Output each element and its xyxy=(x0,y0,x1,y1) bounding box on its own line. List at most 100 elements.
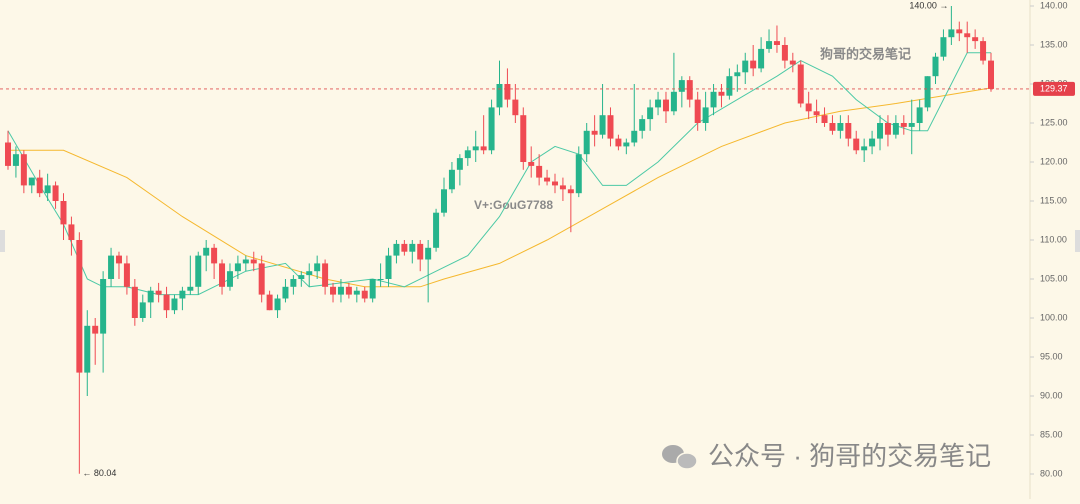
side-tab xyxy=(0,230,5,252)
low-label: ← 80.04 xyxy=(82,468,116,478)
watermark: 公众号 · 狗哥的交易笔记 xyxy=(708,441,991,471)
candle-body xyxy=(758,48,765,69)
candle-body xyxy=(377,279,384,280)
candle-body xyxy=(330,286,337,295)
y-tick-label: 85.00 xyxy=(1040,429,1063,439)
candle-body xyxy=(940,37,947,57)
candle-body xyxy=(781,45,788,61)
candle-body xyxy=(84,325,91,373)
candle-body xyxy=(282,286,289,299)
candle-body xyxy=(155,290,162,295)
candle-body xyxy=(607,115,614,139)
candle-body xyxy=(401,243,408,252)
candle-body xyxy=(980,41,987,61)
candle-body xyxy=(234,263,241,272)
candle-body xyxy=(369,279,376,299)
candle-body xyxy=(361,290,368,299)
candle-body xyxy=(551,181,558,186)
candle-body xyxy=(544,177,551,182)
candle-body xyxy=(345,286,352,295)
candle-body xyxy=(702,107,709,123)
candle-body xyxy=(250,259,257,264)
candle-body xyxy=(972,37,979,42)
candle-body xyxy=(306,271,313,276)
candle-body xyxy=(845,123,852,139)
candle-body xyxy=(536,165,543,178)
candle-body xyxy=(108,255,115,279)
candle-body xyxy=(5,142,11,166)
candle-body xyxy=(789,60,796,65)
candle-body xyxy=(861,146,868,151)
candle-body xyxy=(924,76,931,108)
y-tick-label: 140.00 xyxy=(1040,0,1068,10)
candle-body xyxy=(242,259,249,264)
candle-body xyxy=(821,115,828,123)
candle-body xyxy=(131,286,138,318)
candle-body xyxy=(258,263,265,295)
candle-body xyxy=(892,123,899,135)
candle-body xyxy=(932,56,939,77)
price-tag-label: 129.37 xyxy=(1040,83,1068,93)
y-tick-label: 125.00 xyxy=(1040,117,1068,127)
candle-body xyxy=(988,60,994,89)
annotation: 狗哥的交易笔记 xyxy=(820,46,911,61)
candle-body xyxy=(219,263,226,287)
candle-body xyxy=(742,60,749,73)
candle-body xyxy=(797,64,804,104)
candle-body xyxy=(211,247,218,264)
candle-body xyxy=(353,290,360,295)
candle-body xyxy=(44,185,51,194)
wechat-icon xyxy=(662,445,698,470)
y-tick-label: 110.00 xyxy=(1040,234,1067,244)
candle-body xyxy=(76,240,83,373)
candle-body xyxy=(488,107,495,151)
y-tick-label: 115.00 xyxy=(1040,195,1067,205)
candle-body xyxy=(623,142,630,147)
candle-body xyxy=(916,107,923,123)
ma-line xyxy=(8,87,992,288)
candle-body xyxy=(900,123,907,127)
candle-body xyxy=(163,294,170,311)
candle-body xyxy=(615,138,622,147)
y-tick-label: 105.00 xyxy=(1040,273,1068,283)
candle-body xyxy=(655,99,662,108)
candle-body xyxy=(417,243,424,260)
candle-body xyxy=(750,60,757,69)
price-tag xyxy=(1033,81,1075,96)
candle-body xyxy=(187,286,194,291)
candle-body xyxy=(964,33,971,38)
candle-body xyxy=(528,162,535,166)
candle-body xyxy=(837,123,844,131)
candle-body xyxy=(195,255,202,287)
candle-body xyxy=(678,80,685,92)
y-tick-label: 120.00 xyxy=(1040,156,1068,166)
candle-body xyxy=(123,263,130,287)
candle-body xyxy=(92,325,99,334)
candle-body xyxy=(472,146,479,151)
candle-body xyxy=(591,130,598,135)
candle-body xyxy=(226,271,233,287)
candle-body xyxy=(298,275,305,279)
candle-body xyxy=(670,91,677,112)
candle-body xyxy=(456,158,463,170)
y-tick-label: 100.00 xyxy=(1040,312,1068,322)
candle-body xyxy=(948,29,955,38)
candle-body xyxy=(694,99,701,123)
candle-body xyxy=(12,154,19,166)
candle-body xyxy=(877,123,884,139)
side-tab xyxy=(1075,230,1080,252)
candle-body xyxy=(115,255,122,264)
candle-body xyxy=(575,154,582,194)
candle-body xyxy=(433,212,440,248)
candle-body xyxy=(139,302,146,318)
candle-body xyxy=(36,177,43,194)
candle-body xyxy=(686,80,693,100)
candle-body xyxy=(504,84,511,100)
candle-body xyxy=(179,290,186,299)
candle-body xyxy=(956,29,963,34)
y-tick-label: 135.00 xyxy=(1040,39,1068,49)
candle-body xyxy=(385,255,392,279)
candle-body xyxy=(805,103,812,112)
